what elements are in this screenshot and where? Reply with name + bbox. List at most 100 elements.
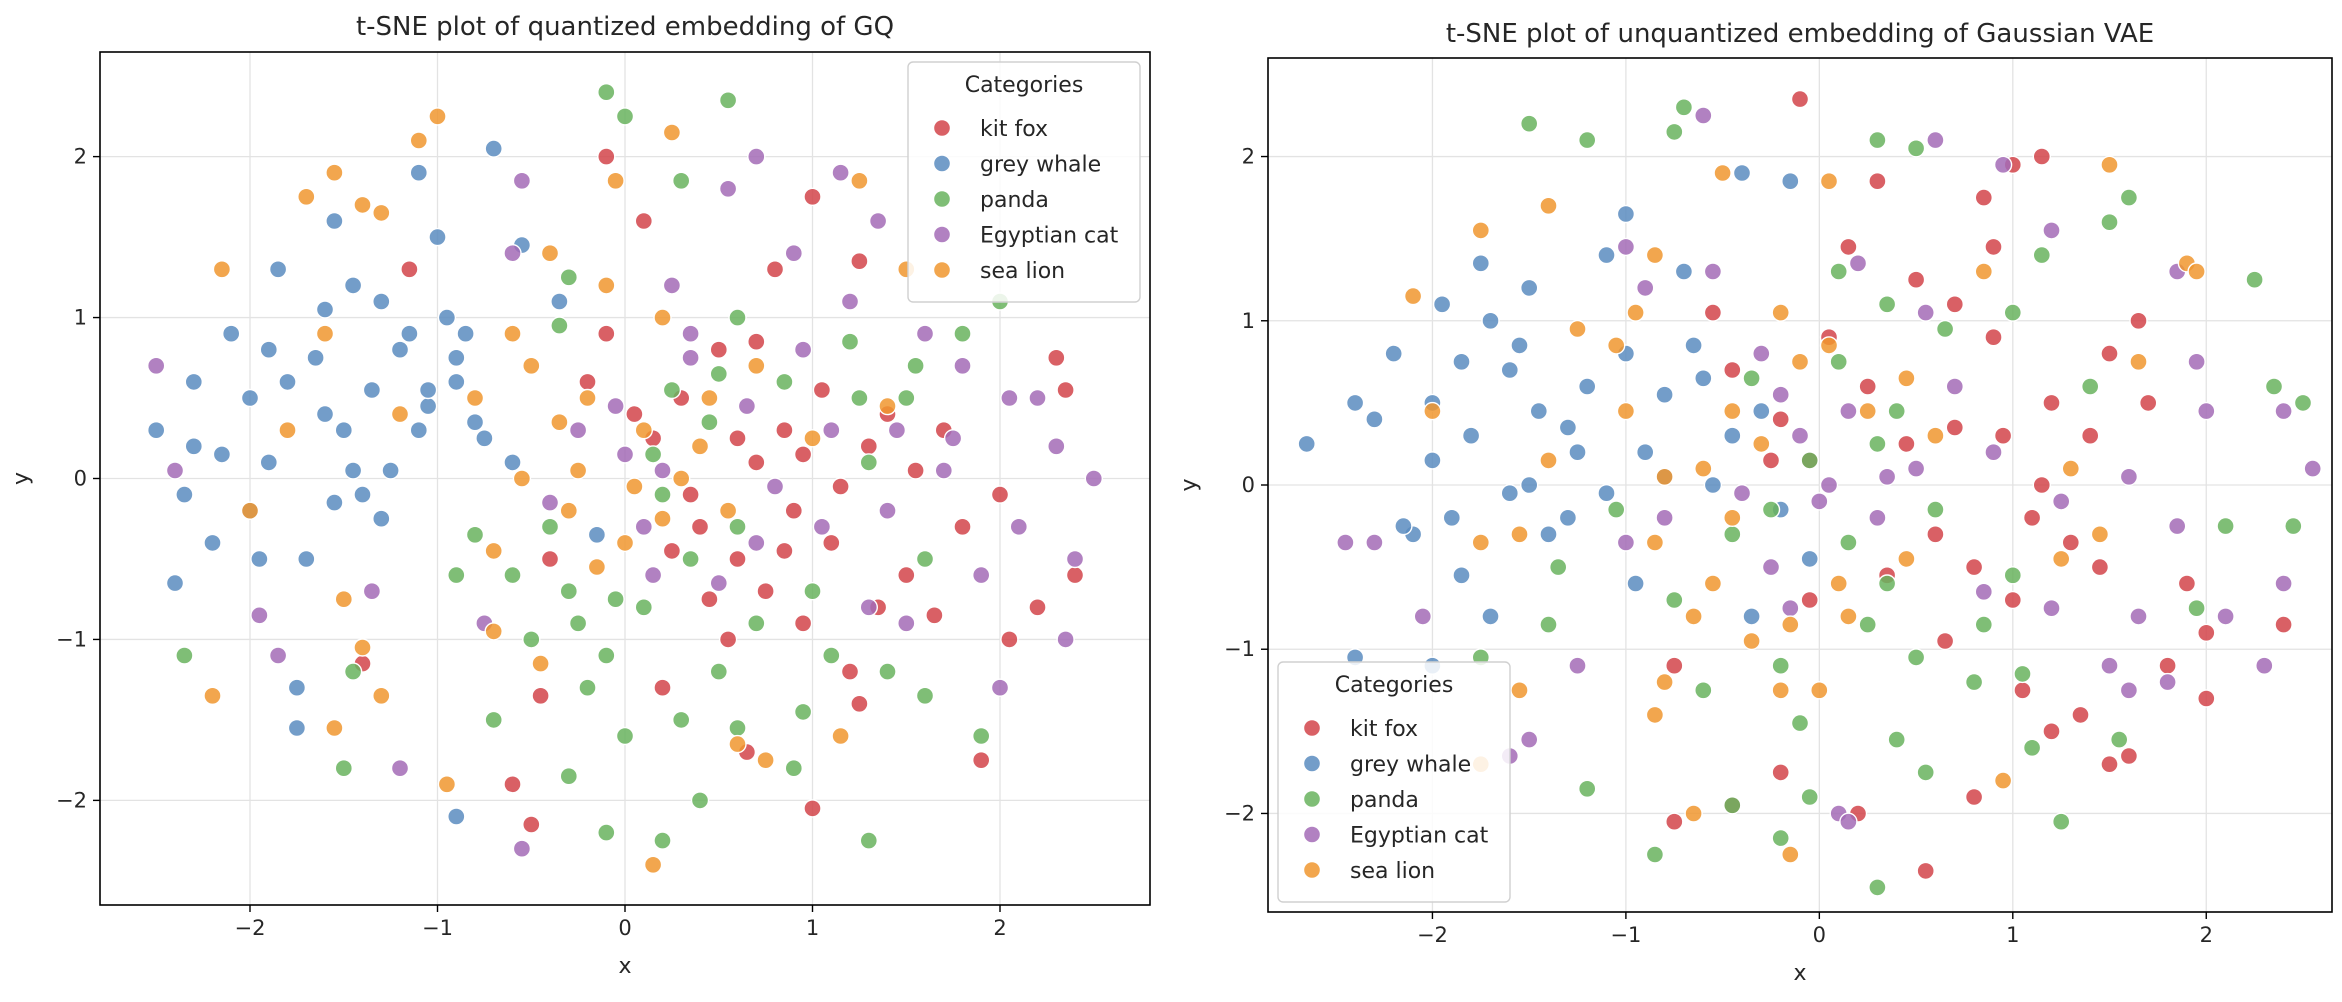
data-point-egyptian-cat [915, 324, 935, 343]
data-point-kit-fox [972, 751, 991, 770]
data-point-egyptian-cat [1703, 262, 1723, 281]
data-point-grey-whale [400, 324, 419, 343]
data-point-grey-whale [587, 525, 607, 544]
data-point-sea-lion [1703, 574, 1723, 593]
data-point-grey-whale [1558, 508, 1578, 527]
data-point-grey-whale [343, 276, 363, 295]
data-point-grey-whale [1529, 401, 1549, 421]
data-point-egyptian-cat [2158, 672, 2177, 692]
data-point-panda [681, 549, 700, 569]
data-point-egyptian-cat [1771, 385, 1790, 404]
data-point-kit-fox [1723, 360, 1742, 380]
data-point-kit-fox [1056, 380, 1075, 400]
data-point-panda [1935, 319, 1955, 339]
data-point-egyptian-cat [615, 445, 635, 464]
y-axis-label: y [9, 472, 34, 485]
data-point-kit-fox [2197, 623, 2216, 642]
data-point-kit-fox [812, 380, 832, 400]
data-point-sea-lion [2187, 262, 2206, 281]
data-point-kit-fox [1926, 525, 1945, 544]
data-point-grey-whale [1694, 369, 1713, 388]
data-point-panda [559, 767, 578, 786]
data-point-kit-fox [1771, 410, 1790, 429]
data-point-kit-fox [2032, 147, 2052, 166]
data-point-panda [1665, 590, 1684, 610]
data-point-sea-lion [240, 501, 260, 520]
data-point-panda [559, 268, 578, 287]
data-point-panda [522, 630, 541, 649]
data-point-kit-fox [1839, 237, 1858, 257]
data-point-panda [503, 565, 522, 585]
data-point-kit-fox [756, 582, 775, 601]
data-point-grey-whale [325, 211, 344, 231]
data-point-egyptian-cat [1732, 484, 1752, 503]
data-point-kit-fox [709, 340, 728, 359]
data-point-sea-lion [353, 195, 372, 215]
data-point-kit-fox [831, 477, 850, 496]
data-point-panda [700, 413, 719, 432]
data-point-kit-fox [681, 485, 700, 504]
data-point-grey-whale [1577, 377, 1597, 396]
data-point-egyptian-cat [2274, 401, 2293, 421]
data-point-grey-whale [1500, 360, 1520, 380]
legend-marker [1302, 789, 1322, 809]
data-point-grey-whale [1597, 245, 1616, 265]
data-point-egyptian-cat [1761, 557, 1781, 577]
data-point-egyptian-cat [165, 461, 185, 480]
data-point-grey-whale [381, 461, 400, 480]
data-point-grey-whale [343, 461, 363, 480]
x-tick-label: 0 [1813, 923, 1826, 947]
data-point-sea-lion [1684, 804, 1703, 823]
data-point-egyptian-cat [747, 533, 766, 553]
data-point-grey-whale [1781, 171, 1800, 191]
data-point-sea-lion [372, 686, 391, 705]
data-point-grey-whale [1452, 566, 1471, 585]
data-point-kit-fox [2042, 722, 2061, 741]
data-point-grey-whale [550, 292, 569, 311]
data-point-sea-lion [550, 413, 569, 432]
data-point-grey-whale [306, 348, 325, 367]
legend-marker [1302, 754, 1322, 773]
data-point-sea-lion [1839, 607, 1858, 626]
chart-panel-1: −2 −1 0 1 2 −2 −1 0 1 2 t-SNE plot of quantized em… [9, 12, 1151, 979]
data-point-kit-fox [1993, 426, 2013, 445]
data-point-panda [653, 831, 672, 850]
data-point-panda [1742, 369, 1761, 388]
data-point-panda [728, 517, 747, 536]
data-point-panda [1829, 352, 1848, 371]
data-point-grey-whale [437, 308, 457, 327]
data-point-kit-fox [625, 404, 644, 424]
data-point-grey-whale [409, 421, 428, 440]
data-point-grey-whale [240, 388, 260, 408]
data-point-panda [1723, 525, 1742, 544]
data-point-egyptian-cat [2042, 599, 2061, 618]
data-point-egyptian-cat [822, 421, 841, 440]
data-point-panda [2100, 212, 2119, 232]
data-point-sea-lion [2129, 352, 2148, 371]
data-point-panda [1839, 533, 1858, 552]
legend-marker [932, 189, 952, 209]
legend-label: Egyptian cat [1350, 824, 1489, 849]
chart-panel-2: −2 −1 0 1 2 −2 −1 0 1 2 t-SNE plot of unquantized … [1177, 19, 2333, 986]
data-point-grey-whale [390, 340, 410, 359]
data-point-sea-lion [653, 509, 672, 528]
data-point-kit-fox [662, 541, 682, 561]
data-point-panda [484, 710, 503, 730]
y-tick-label: 2 [74, 145, 87, 169]
x-tick-label: 2 [2200, 923, 2213, 947]
data-point-grey-whale [184, 437, 204, 456]
y-tick-label: −2 [56, 788, 87, 812]
data-point-sea-lion [1742, 631, 1761, 651]
data-point-egyptian-cat [643, 565, 663, 585]
data-point-grey-whale [1703, 475, 1723, 495]
legend-box [1277, 661, 1511, 903]
data-point-panda [2003, 566, 2023, 585]
data-point-grey-whale [372, 509, 391, 528]
data-point-sea-lion [690, 437, 710, 456]
data-point-egyptian-cat [793, 340, 813, 359]
data-point-kit-fox [540, 549, 560, 569]
data-point-panda [672, 710, 691, 730]
y-tick-label: −2 [1224, 801, 1255, 825]
data-point-sea-lion [672, 469, 691, 488]
data-point-panda [540, 517, 560, 536]
